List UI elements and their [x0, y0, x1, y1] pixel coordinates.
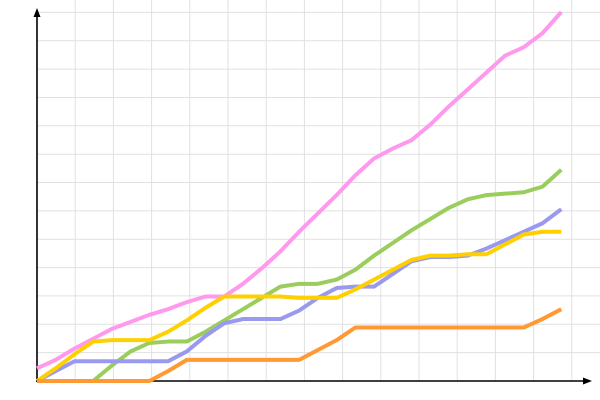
y-axis-arrow-icon — [33, 8, 41, 17]
data-line-pink — [36, 10, 563, 371]
data-line-green — [37, 168, 563, 383]
data-line-orange — [37, 307, 563, 383]
x-axis-arrow-icon — [583, 377, 592, 385]
data-line-yellow — [35, 229, 562, 383]
vertical-gridlines — [74, 0, 573, 381]
data-series-group — [35, 10, 563, 383]
